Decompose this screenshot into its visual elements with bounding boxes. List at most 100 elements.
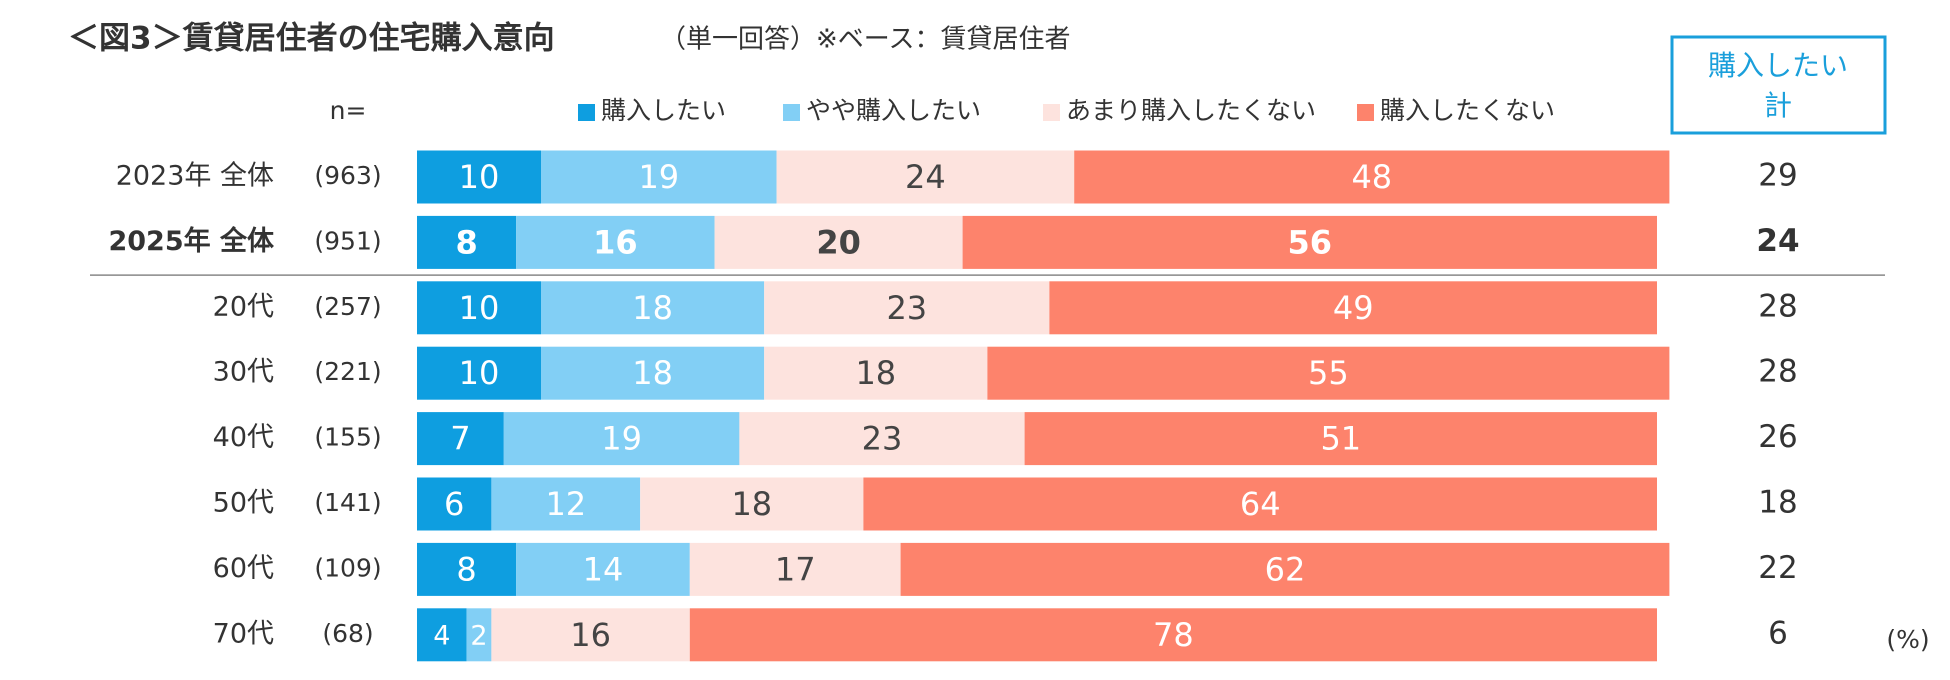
category-label: 60代 — [213, 553, 274, 584]
total-header: 計 — [1764, 89, 1792, 122]
total-label: 6 — [1768, 615, 1788, 651]
bar-segment — [1074, 150, 1670, 204]
bar-segment — [417, 412, 504, 466]
category-label: 40代 — [213, 422, 274, 453]
value-label: 56 — [1288, 223, 1333, 261]
bar-segment — [417, 542, 517, 596]
total-label: 22 — [1758, 550, 1797, 586]
value-label: 14 — [583, 550, 624, 588]
total-label: 28 — [1758, 354, 1797, 390]
bar-segment — [491, 477, 641, 531]
value-label: 16 — [570, 616, 611, 654]
bar-segment — [417, 346, 541, 400]
n-label: (141) — [314, 488, 381, 517]
bar-segment — [640, 477, 864, 531]
value-label: 19 — [601, 420, 642, 458]
value-label: 18 — [731, 485, 772, 523]
total-label: 18 — [1758, 485, 1797, 521]
bar-segment — [417, 281, 541, 335]
value-label: 19 — [638, 158, 679, 196]
bar-segment — [491, 608, 690, 662]
legend-label: 購入したくない — [1380, 96, 1555, 125]
value-label: 10 — [459, 354, 500, 392]
legend-swatch — [783, 104, 800, 121]
value-label: 10 — [459, 158, 500, 196]
value-label: 10 — [459, 289, 500, 327]
category-label: 2025年 全体 — [108, 225, 275, 257]
value-label: 49 — [1333, 289, 1374, 327]
bar-segment — [1049, 281, 1657, 335]
n-label: (257) — [314, 292, 381, 321]
category-label: 2023年 全体 — [116, 161, 274, 192]
value-label: 18 — [632, 354, 673, 392]
category-label: 30代 — [213, 357, 274, 388]
total-label: 24 — [1756, 223, 1799, 259]
bar-segment — [776, 150, 1075, 204]
value-label: 23 — [862, 420, 903, 458]
legend-label: あまり購入したくない — [1066, 96, 1316, 125]
bar-segment — [541, 281, 765, 335]
bar-segment — [764, 346, 988, 400]
value-label: 8 — [456, 550, 476, 588]
value-label: 62 — [1265, 550, 1306, 588]
legend-label: やや購入したい — [806, 96, 981, 125]
bar-segment — [417, 150, 541, 204]
legend-swatch — [578, 104, 595, 121]
value-label: 24 — [905, 158, 946, 196]
total-header: 購入したい — [1708, 49, 1848, 82]
value-label: 2 — [470, 620, 487, 651]
unit-label: (%) — [1886, 625, 1929, 654]
value-label: 7 — [450, 420, 470, 458]
bar-segment — [541, 150, 777, 204]
value-label: 48 — [1351, 158, 1392, 196]
category-label: 50代 — [213, 488, 274, 519]
value-label: 12 — [545, 485, 586, 523]
bar-segment — [739, 412, 1025, 466]
total-label: 29 — [1758, 158, 1797, 194]
bar-segment — [764, 281, 1050, 335]
bar-segment — [516, 542, 690, 596]
value-label: 18 — [632, 289, 673, 327]
category-label: 70代 — [213, 618, 274, 649]
n-label: (951) — [314, 226, 381, 255]
category-label: 20代 — [213, 291, 274, 322]
n-label: (155) — [314, 423, 381, 452]
n-header: n= — [330, 96, 367, 125]
bar-segment — [541, 346, 765, 400]
bar-segment — [417, 477, 492, 531]
bar-segment — [900, 542, 1670, 596]
value-label: 51 — [1320, 420, 1361, 458]
bar-segment — [987, 346, 1670, 400]
bar-segment — [962, 215, 1657, 269]
n-label: (109) — [314, 553, 381, 582]
value-label: 18 — [855, 354, 896, 392]
total-header-box — [1670, 35, 1887, 135]
bar-segment — [863, 477, 1657, 531]
value-label: 4 — [433, 620, 450, 651]
legend-swatch — [1043, 104, 1060, 121]
n-label: (963) — [314, 161, 381, 190]
value-label: 78 — [1153, 616, 1194, 654]
value-label: 20 — [816, 223, 861, 261]
value-label: 55 — [1308, 354, 1349, 392]
value-label: 17 — [775, 550, 816, 588]
bar-segment — [1024, 412, 1657, 466]
bar-segment — [503, 412, 740, 466]
bar-segment — [714, 215, 963, 269]
value-label: 16 — [593, 223, 638, 261]
bar-segment — [689, 542, 901, 596]
legend-swatch — [1357, 104, 1374, 121]
n-label: (68) — [322, 619, 373, 648]
legend-label: 購入したい — [601, 96, 726, 125]
bar-segment — [689, 608, 1657, 662]
bar-segment — [417, 608, 467, 662]
value-label: 6 — [444, 485, 464, 523]
n-label: (221) — [314, 357, 381, 386]
value-label: 64 — [1240, 485, 1281, 523]
total-label: 26 — [1758, 419, 1797, 455]
bar-segment — [417, 215, 517, 269]
bar-segment — [516, 215, 715, 269]
bar-segment — [466, 608, 492, 662]
value-label: 8 — [455, 223, 477, 261]
